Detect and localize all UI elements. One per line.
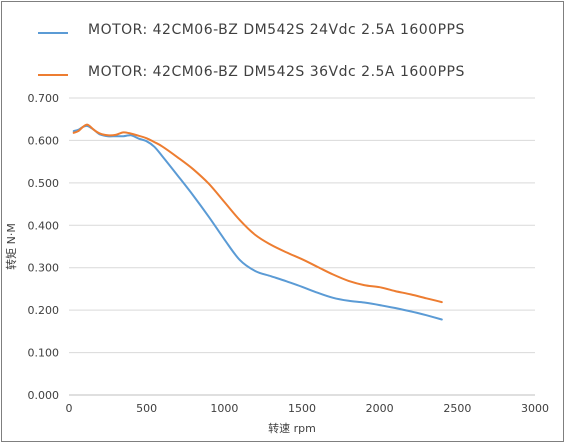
y-axis-title: 转矩 N·M — [4, 223, 18, 270]
x-tick-label: 2000 — [366, 402, 394, 415]
x-axis-ticks: 0 500 1000 1500 2000 2500 3000 — [66, 402, 550, 415]
legend-label-36vdc: MOTOR: 42CM06-BZ DM542S 36Vdc 2.5A 1600P… — [88, 64, 465, 80]
legend-swatch-36vdc — [38, 74, 68, 76]
y-tick-label: 0.700 — [28, 92, 60, 105]
series-lines — [72, 123, 443, 321]
y-tick-label: 0.600 — [28, 134, 60, 147]
y-tick-label: 0.100 — [28, 347, 60, 360]
x-tick-label: 1500 — [288, 402, 316, 415]
legend-swatch-24vdc — [38, 32, 68, 34]
gridlines — [69, 97, 535, 354]
series-line-0 — [72, 124, 443, 321]
x-tick-label: 0 — [66, 402, 73, 415]
y-tick-label: 0.000 — [28, 389, 60, 402]
series-line-1 — [72, 123, 443, 304]
y-axis-ticks: 0.000 0.100 0.200 0.300 0.400 0.500 0.600 0.700 — [28, 92, 60, 402]
legend-label-24vdc: MOTOR: 42CM06-BZ DM542S 24Vdc 2.5A 1600P… — [88, 22, 465, 38]
x-tick-label: 3000 — [521, 402, 549, 415]
y-tick-label: 0.500 — [28, 177, 60, 190]
x-tick-label: 500 — [136, 402, 157, 415]
y-tick-label: 0.400 — [28, 219, 60, 232]
y-tick-label: 0.200 — [28, 304, 60, 317]
x-tick-label: 1000 — [210, 402, 238, 415]
y-tick-label: 0.300 — [28, 262, 60, 275]
x-tick-label: 2500 — [443, 402, 471, 415]
x-axis-title: 转速 rpm — [268, 421, 316, 435]
